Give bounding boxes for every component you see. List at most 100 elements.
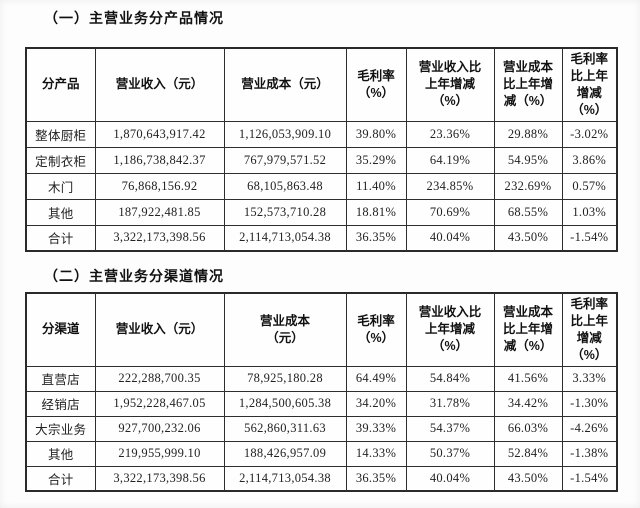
section2-title: （二）主营业务分渠道情况 <box>44 268 224 284</box>
channel-table-body: 直营店 222,288,700.35 78,925,180.28 64.49% … <box>25 365 618 492</box>
cost-cell: 188,426,957.09 <box>223 440 347 467</box>
header-cell-revenue: 营业收入（元） <box>94 292 225 367</box>
header-cell-margin-yoy: 毛利率 比上年 增减 （%） <box>561 47 618 122</box>
section1-title: （一）主营业务分产品情况 <box>44 10 224 26</box>
revenue-yoy-cell: 64.19% <box>405 146 495 174</box>
revenue-yoy-cell: 70.69% <box>405 198 495 226</box>
row-label-cell: 经销店 <box>25 390 96 417</box>
gross-margin-cell: 18.81% <box>345 198 407 226</box>
row-label-cell: 大宗业务 <box>25 415 96 442</box>
gross-margin-cell: 14.33% <box>345 440 407 467</box>
row-label-cell: 定制衣柜 <box>25 146 96 174</box>
revenue-yoy-cell: 234.85% <box>405 172 495 200</box>
gross-margin-cell: 11.40% <box>345 172 407 200</box>
revenue-yoy-cell: 40.04% <box>405 465 495 492</box>
cost-cell: 767,979,571.52 <box>223 146 347 174</box>
total-row: 合计 3,322,173,398.56 2,114,713,054.38 36.… <box>25 224 618 252</box>
gross-margin-cell: 35.29% <box>345 146 407 174</box>
margin-yoy-cell: 0.57% <box>561 172 618 200</box>
table-row: 直营店 222,288,700.35 78,925,180.28 64.49% … <box>25 365 618 392</box>
row-label-cell: 其他 <box>25 440 96 467</box>
header-cell-revenue-yoy: 营业收入比 上年增减 （%） <box>405 47 495 122</box>
header-cell-product: 分产品 <box>25 47 96 122</box>
header-cell-cost: 营业成本（元） <box>223 47 347 122</box>
cost-cell: 152,573,710.28 <box>223 198 347 226</box>
cost-yoy-cell: 43.50% <box>493 465 563 492</box>
revenue-cell: 219,955,999.10 <box>94 440 225 467</box>
gross-margin-cell: 36.35% <box>345 224 407 252</box>
revenue-cell: 3,322,173,398.56 <box>94 224 225 252</box>
product-breakdown-table: 分产品 营业收入（元） 营业成本（元） 毛利率 （%） 营业收入比 上年增减 （… <box>25 47 618 252</box>
revenue-yoy-cell: 50.37% <box>405 440 495 467</box>
header-cell-gross-margin: 毛利率 （%） <box>345 292 407 367</box>
margin-yoy-cell: -1.54% <box>561 465 618 492</box>
revenue-cell: 927,700,232.06 <box>94 415 225 442</box>
product-table-header: 分产品 营业收入（元） 营业成本（元） 毛利率 （%） 营业收入比 上年增减 （… <box>25 47 618 122</box>
cost-yoy-cell: 29.88% <box>493 120 563 148</box>
gross-margin-cell: 39.80% <box>345 120 407 148</box>
table-row: 大宗业务 927,700,232.06 562,860,311.63 39.33… <box>25 415 618 442</box>
margin-yoy-cell: -3.02% <box>561 120 618 148</box>
cost-cell: 68,105,863.48 <box>223 172 347 200</box>
row-label-cell: 合计 <box>25 465 96 492</box>
table-row: 定制衣柜 1,186,738,842.37 767,979,571.52 35.… <box>25 146 618 174</box>
revenue-cell: 3,322,173,398.56 <box>94 465 225 492</box>
revenue-cell: 76,868,156.92 <box>94 172 225 200</box>
cost-cell: 562,860,311.63 <box>223 415 347 442</box>
revenue-cell: 187,922,481.85 <box>94 198 225 226</box>
cost-yoy-cell: 34.42% <box>493 390 563 417</box>
header-cell-cost-yoy: 营业成本 比上年增 减（%） <box>493 47 563 122</box>
row-label-cell: 其他 <box>25 198 96 226</box>
row-label-cell: 木门 <box>25 172 96 200</box>
gross-margin-cell: 36.35% <box>345 465 407 492</box>
revenue-yoy-cell: 54.37% <box>405 415 495 442</box>
header-cell-revenue-yoy: 营业收入比 上年增减 （%） <box>405 292 495 367</box>
header-cell-channel: 分渠道 <box>25 292 96 367</box>
revenue-cell: 222,288,700.35 <box>94 365 225 392</box>
header-cell-revenue: 营业收入（元） <box>94 47 225 122</box>
cost-cell: 78,925,180.28 <box>223 365 347 392</box>
table-row: 其他 187,922,481.85 152,573,710.28 18.81% … <box>25 198 618 226</box>
header-row: 分渠道 营业收入（元） 营业成本 （元） 毛利率 （%） 营业收入比 上年增减 … <box>25 292 618 367</box>
table-row: 其他 219,955,999.10 188,426,957.09 14.33% … <box>25 440 618 467</box>
revenue-cell: 1,870,643,917.42 <box>94 120 225 148</box>
margin-yoy-cell: -1.30% <box>561 390 618 417</box>
margin-yoy-cell: -4.26% <box>561 415 618 442</box>
header-row: 分产品 营业收入（元） 营业成本（元） 毛利率 （%） 营业收入比 上年增减 （… <box>25 47 618 122</box>
cost-yoy-cell: 66.03% <box>493 415 563 442</box>
revenue-cell: 1,186,738,842.37 <box>94 146 225 174</box>
gross-margin-cell: 34.20% <box>345 390 407 417</box>
gross-margin-cell: 64.49% <box>345 365 407 392</box>
total-row: 合计 3,322,173,398.56 2,114,713,054.38 36.… <box>25 465 618 492</box>
revenue-cell: 1,952,228,467.05 <box>94 390 225 417</box>
table-row: 整体厨柜 1,870,643,917.42 1,126,053,909.10 3… <box>25 120 618 148</box>
margin-yoy-cell: 3.86% <box>561 146 618 174</box>
cost-yoy-cell: 52.84% <box>493 440 563 467</box>
channel-breakdown-table: 分渠道 营业收入（元） 营业成本 （元） 毛利率 （%） 营业收入比 上年增减 … <box>25 292 618 492</box>
row-label-cell: 合计 <box>25 224 96 252</box>
cost-cell: 1,126,053,909.10 <box>223 120 347 148</box>
margin-yoy-cell: -1.54% <box>561 224 618 252</box>
gross-margin-cell: 39.33% <box>345 415 407 442</box>
header-cell-gross-margin: 毛利率 （%） <box>345 47 407 122</box>
margin-yoy-cell: 3.33% <box>561 365 618 392</box>
table-row: 经销店 1,952,228,467.05 1,284,500,605.38 34… <box>25 390 618 417</box>
cost-yoy-cell: 54.95% <box>493 146 563 174</box>
channel-table-header: 分渠道 营业收入（元） 营业成本 （元） 毛利率 （%） 营业收入比 上年增减 … <box>25 292 618 367</box>
revenue-yoy-cell: 31.78% <box>405 390 495 417</box>
product-table-body: 整体厨柜 1,870,643,917.42 1,126,053,909.10 3… <box>25 120 618 252</box>
table-row: 木门 76,868,156.92 68,105,863.48 11.40% 23… <box>25 172 618 200</box>
margin-yoy-cell: -1.38% <box>561 440 618 467</box>
cost-cell: 2,114,713,054.38 <box>223 224 347 252</box>
cost-yoy-cell: 232.69% <box>493 172 563 200</box>
margin-yoy-cell: 1.03% <box>561 198 618 226</box>
cost-cell: 2,114,713,054.38 <box>223 465 347 492</box>
cost-yoy-cell: 41.56% <box>493 365 563 392</box>
row-label-cell: 直营店 <box>25 365 96 392</box>
header-cell-margin-yoy: 毛利率 比上年 增减 （%） <box>561 292 618 367</box>
revenue-yoy-cell: 40.04% <box>405 224 495 252</box>
cost-yoy-cell: 68.55% <box>493 198 563 226</box>
row-label-cell: 整体厨柜 <box>25 120 96 148</box>
cost-cell: 1,284,500,605.38 <box>223 390 347 417</box>
